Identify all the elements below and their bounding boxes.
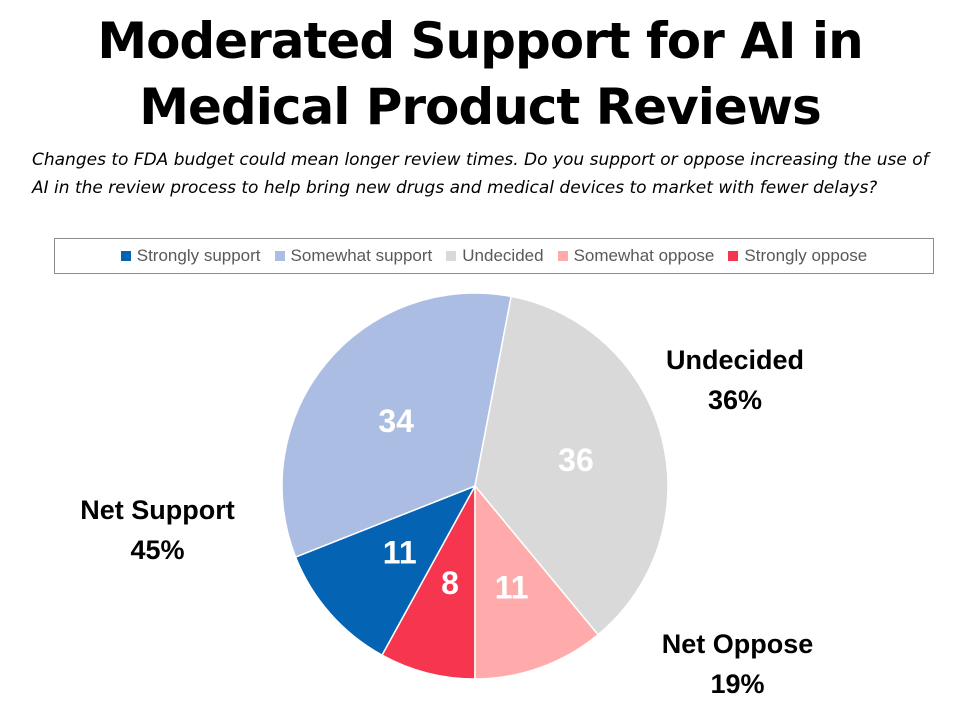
legend-item-undecided: Undecided — [446, 246, 544, 266]
title-line-2: Medical Product Reviews — [139, 78, 822, 136]
legend-label: Somewhat support — [290, 246, 433, 265]
undecided-annotation: Undecided 36% — [620, 340, 850, 420]
net-support-annotation-value: 45% — [130, 535, 185, 565]
net-support-annotation-label: Net Support — [80, 495, 235, 525]
undecided-annotation-label: Undecided — [665, 345, 805, 375]
legend-swatch — [120, 251, 131, 261]
net-oppose-annotation: Net Oppose 19% — [620, 624, 855, 704]
legend-label: Undecided — [462, 246, 544, 265]
net-support-annotation: Net Support 45% — [40, 490, 275, 570]
legend-swatch — [557, 251, 568, 261]
data-label-strongly-support: 11 — [383, 534, 417, 570]
legend-swatch — [728, 251, 739, 261]
net-oppose-annotation-value: 19% — [710, 669, 765, 699]
pie-slice-undecided — [474, 295, 669, 636]
data-label-somewhat-support: 34 — [378, 403, 414, 439]
legend-item-somewhat-support: Somewhat support — [274, 246, 433, 266]
chart-title: Moderated Support for AI in Medical Prod… — [0, 8, 960, 140]
pie-slice-strongly-support — [294, 484, 477, 657]
legend-swatch — [274, 251, 285, 261]
pie-slice-strongly-oppose — [381, 485, 476, 680]
undecided-annotation-value: 36% — [707, 385, 763, 415]
legend-label: Strongly oppose — [744, 246, 868, 265]
data-label-undecided: 36 — [558, 442, 594, 478]
legend-item-strongly-support: Strongly support — [120, 246, 261, 266]
legend-item-somewhat-oppose: Somewhat oppose — [557, 246, 715, 266]
net-oppose-annotation-label: Net Oppose — [661, 629, 814, 659]
legend-label: Strongly support — [136, 246, 261, 265]
title-line-1: Moderated Support for AI in — [97, 12, 863, 70]
legend-item-strongly-oppose: Strongly oppose — [728, 246, 867, 266]
data-label-strongly-oppose: 8 — [441, 565, 459, 601]
pie-slice-somewhat-oppose — [474, 483, 600, 680]
data-label-somewhat-oppose: 11 — [495, 570, 529, 606]
pie-slice-somewhat-support — [281, 292, 513, 559]
legend-swatch — [446, 251, 457, 261]
legend-label: Somewhat oppose — [573, 246, 715, 265]
chart-subtitle: Changes to FDA budget could mean longer … — [32, 150, 929, 198]
legend: Strongly support Somewhat support Undeci… — [54, 238, 934, 274]
